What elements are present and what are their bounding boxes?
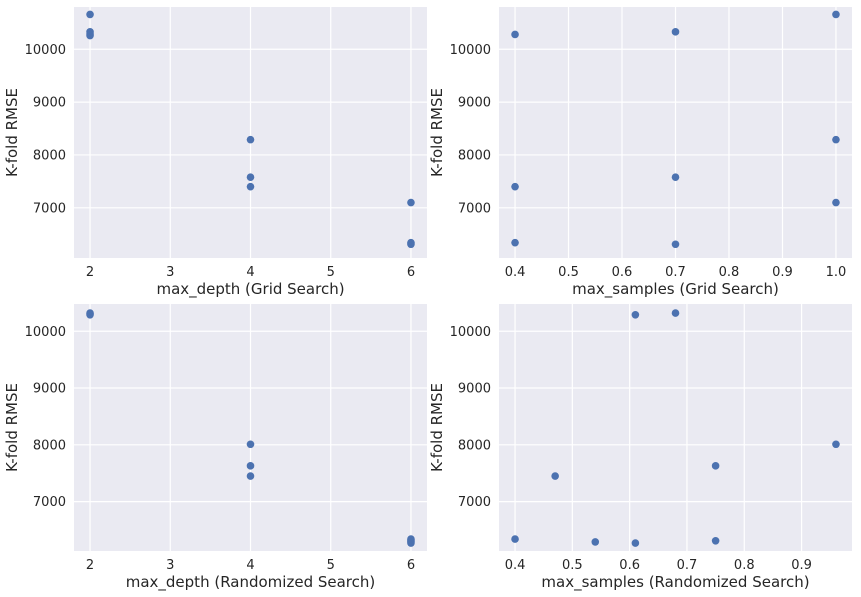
y-axis-label: K-fold RMSE <box>428 88 446 177</box>
x-axis-label: max_depth (Grid Search) <box>156 280 344 299</box>
data-point <box>511 535 519 543</box>
data-point <box>671 240 680 249</box>
data-point <box>86 310 94 319</box>
y-tick-label: 10000 <box>25 43 66 58</box>
x-tick-label: 4 <box>246 265 254 280</box>
data-point <box>407 539 415 547</box>
y-tick-label: 7000 <box>33 495 66 510</box>
x-tick-label: 2 <box>86 265 94 280</box>
y-axis-label: K-fold RMSE <box>3 88 21 177</box>
y-tick-label: 8000 <box>33 148 66 163</box>
x-tick-label: 1.0 <box>826 265 847 280</box>
data-point <box>246 182 255 191</box>
x-tick-label: 0.4 <box>505 265 526 280</box>
data-point <box>246 135 255 144</box>
subplot-3: 2 3 4 5 6 7000 8000 9000 10000 max_depth (Randomi… <box>3 304 427 592</box>
data-point <box>631 539 640 547</box>
data-point <box>711 462 720 470</box>
x-tick-label: 0.8 <box>719 265 740 280</box>
data-point <box>246 440 255 449</box>
data-point <box>407 240 415 249</box>
data-point <box>591 538 600 546</box>
y-tick-label: 9000 <box>458 382 491 397</box>
y-tick-label: 9000 <box>33 96 66 111</box>
data-point <box>511 30 519 39</box>
x-axis-label: max_samples (Grid Search) <box>572 280 779 299</box>
data-point <box>631 310 640 319</box>
y-tick-label: 8000 <box>458 148 491 163</box>
data-point <box>671 173 680 181</box>
data-point <box>832 198 840 207</box>
subplot-1: 2 3 4 5 6 7000 8000 9000 10000 max_depth (Grid Se… <box>3 7 427 299</box>
y-tick-label: 9000 <box>458 96 491 111</box>
data-point <box>246 472 255 480</box>
y-tick-label: 10000 <box>450 43 491 58</box>
x-tick-label: 4 <box>246 558 254 573</box>
data-point <box>711 536 720 545</box>
x-tick-label: 0.4 <box>505 558 526 573</box>
data-point <box>246 173 255 181</box>
x-axis-label: max_depth (Randomized Search) <box>126 573 376 592</box>
y-tick-label: 7000 <box>458 495 491 510</box>
y-tick-label: 10000 <box>450 325 491 340</box>
x-tick-label: 0.5 <box>562 558 583 573</box>
y-tick-label: 10000 <box>25 325 66 340</box>
x-tick-label: 3 <box>166 265 174 280</box>
y-axis-label: K-fold RMSE <box>428 383 446 472</box>
data-point <box>671 309 680 317</box>
x-tick-label: 5 <box>327 265 335 280</box>
x-tick-label: 0.7 <box>677 558 698 573</box>
data-point <box>246 462 255 470</box>
data-point <box>407 198 415 207</box>
y-tick-label: 9000 <box>33 382 66 397</box>
y-tick-label: 7000 <box>458 201 491 216</box>
x-tick-label: 2 <box>86 558 94 573</box>
data-point <box>671 28 680 36</box>
y-axis-label: K-fold RMSE <box>3 383 21 472</box>
x-tick-label: 5 <box>327 558 335 573</box>
y-tick-label: 7000 <box>33 201 66 216</box>
data-point <box>511 182 519 191</box>
x-tick-label: 6 <box>407 558 415 573</box>
data-point <box>511 238 519 247</box>
subplot-2: 0.4 0.5 0.6 0.7 0.8 0.9 1.0 7000 8000 9000 10000 ma… <box>428 7 852 299</box>
x-axis-label: max_samples (Randomized Search) <box>541 573 809 592</box>
data-point <box>832 440 840 449</box>
x-tick-label: 0.5 <box>558 265 579 280</box>
plot-area <box>499 304 852 551</box>
y-tick-label: 8000 <box>458 438 491 453</box>
data-point <box>86 10 94 19</box>
x-tick-label: 0.8 <box>734 558 755 573</box>
y-tick-label: 8000 <box>33 438 66 453</box>
x-tick-label: 0.9 <box>772 265 793 280</box>
data-point <box>86 31 94 40</box>
data-point <box>832 135 840 144</box>
x-tick-label: 6 <box>407 265 415 280</box>
x-tick-label: 0.6 <box>619 558 640 573</box>
x-tick-label: 0.6 <box>612 265 633 280</box>
x-tick-label: 3 <box>166 558 174 573</box>
x-tick-label: 0.9 <box>791 558 812 573</box>
data-point <box>832 10 840 19</box>
data-point <box>551 472 559 480</box>
x-tick-label: 0.7 <box>665 265 686 280</box>
subplot-4: 0.4 0.5 0.6 0.7 0.8 0.9 7000 8000 9000 10000 max_s… <box>428 304 852 592</box>
